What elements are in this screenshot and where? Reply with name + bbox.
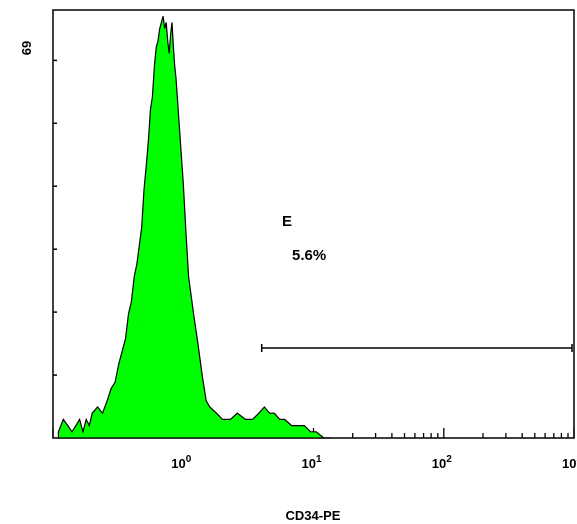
y-axis-ticks: [53, 59, 57, 376]
y-max-label: 69: [19, 41, 34, 55]
x-tick-labels: 100101102103: [171, 454, 577, 471]
x-tick-base: 10: [171, 456, 185, 471]
x-tick-exponent: 1: [316, 454, 322, 465]
x-tick-base: 10: [301, 456, 315, 471]
gate-label: E: [282, 213, 292, 230]
gate-e: [260, 344, 573, 352]
x-tick-base: 10: [562, 456, 576, 471]
x-tick-label: 100: [171, 454, 191, 471]
x-tick-label: 102: [432, 454, 452, 471]
gate-percent: 5.6%: [292, 247, 326, 264]
x-axis-label: CD34-PE: [286, 508, 341, 523]
x-tick-exponent: 0: [186, 454, 192, 465]
x-tick-base: 10: [432, 456, 446, 471]
x-tick-label: 101: [301, 454, 321, 471]
x-tick-label: 103: [562, 454, 577, 471]
x-tick-exponent: 2: [446, 454, 452, 465]
histogram-area: [57, 16, 331, 439]
